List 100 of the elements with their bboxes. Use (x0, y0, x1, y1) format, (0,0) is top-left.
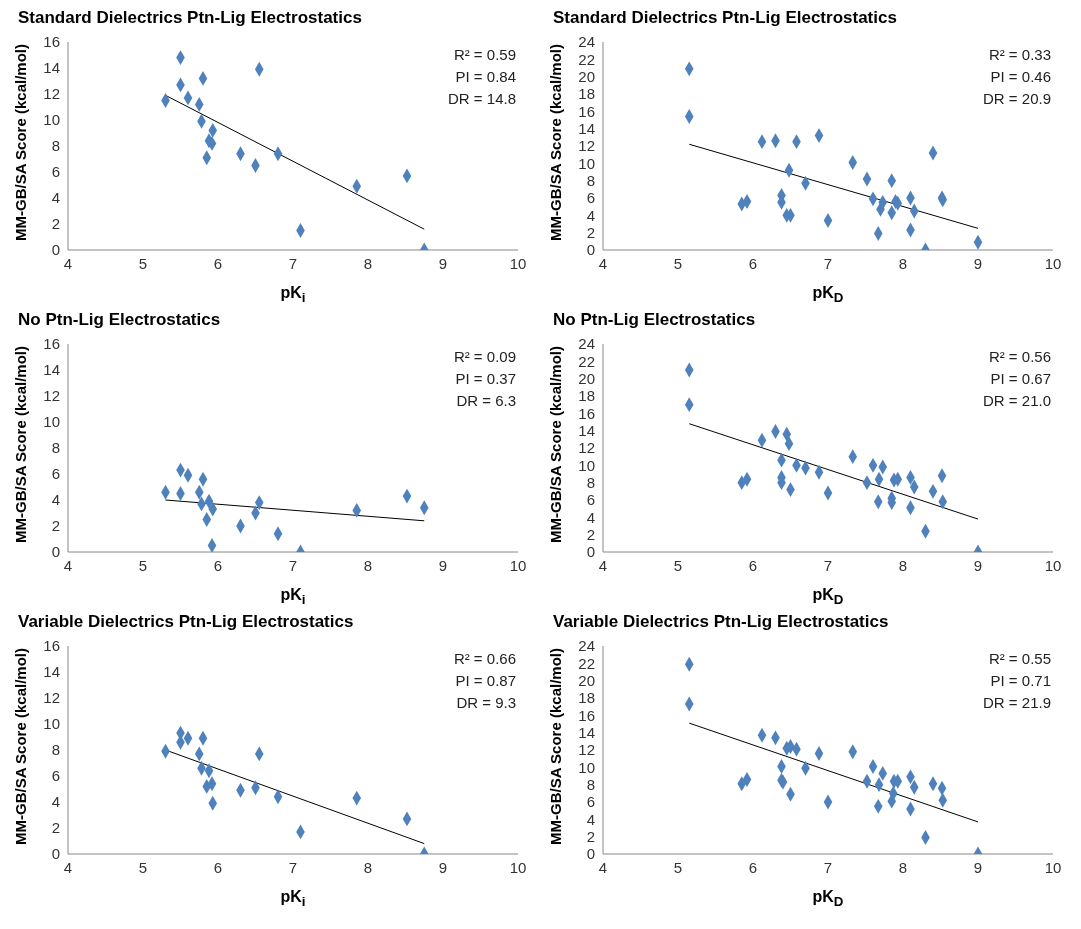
annotation: DR = 20.9 (983, 89, 1051, 109)
x-tick-label: 8 (898, 556, 908, 574)
annotation: R² = 0.66 (453, 649, 516, 669)
y-tick-label: 6 (586, 189, 595, 207)
y-tick-label: 12 (578, 137, 595, 155)
y-tick-label: 4 (586, 206, 595, 224)
x-axis-title: pK$_{D}$ (811, 888, 845, 912)
x-tick-label: 10 (509, 858, 527, 876)
chart-title: No Ptn-Lig Electrostatics (552, 310, 757, 331)
annotation: DR = 14.8 (448, 89, 516, 109)
y-tick-label: 6 (586, 491, 595, 509)
y-tick-label: 8 (586, 473, 595, 491)
annotation: DR = 9.3 (455, 693, 516, 713)
x-tick-label: 9 (438, 858, 448, 876)
y-tick-label: 0 (586, 241, 595, 259)
x-tick-label: 7 (823, 556, 833, 574)
y-tick-label: 24 (578, 637, 595, 655)
y-axis-title: MM-GB/SA Score (kcal/mol) (12, 346, 30, 543)
x-tick-label: 9 (973, 858, 983, 876)
y-tick-label: 4 (51, 189, 60, 207)
annotation: R² = 0.59 (452, 45, 516, 65)
y-tick-label: 8 (586, 775, 595, 793)
x-tick-label: 8 (898, 858, 908, 876)
x-tick-label: 4 (598, 254, 608, 272)
y-tick-label: 2 (586, 525, 595, 543)
y-tick-label: 24 (578, 33, 595, 51)
y-tick-label: 12 (43, 85, 60, 103)
x-tick-label: 7 (288, 254, 298, 272)
x-tick-label: 6 (213, 254, 223, 272)
y-axis-title: MM-GB/SA Score (kcal/mol) (547, 346, 565, 543)
y-tick-label: 18 (578, 387, 595, 405)
y-tick-label: 4 (51, 491, 60, 509)
annotation: R² = 0.56 (987, 347, 1051, 367)
annotation: DR = 21.0 (983, 391, 1051, 411)
y-axis-title: MM-GB/SA Score (kcal/mol) (12, 648, 30, 845)
y-tick-label: 20 (578, 369, 595, 387)
y-tick-label: 8 (51, 137, 60, 155)
y-tick-label: 20 (578, 671, 595, 689)
x-tick-label: 6 (748, 858, 758, 876)
x-tick-label: 7 (288, 858, 298, 876)
x-tick-label: 7 (823, 858, 833, 876)
y-tick-label: 22 (578, 50, 595, 68)
annotation: PI = 0.71 (989, 671, 1051, 691)
x-tick-label: 6 (748, 556, 758, 574)
y-tick-label: 14 (43, 59, 60, 77)
y-tick-label: 2 (586, 827, 595, 845)
chart-title: Standard Dielectrics Ptn-Lig Electrostatics (17, 8, 363, 29)
x-tick-label: 6 (213, 858, 223, 876)
x-tick-label: 5 (673, 556, 683, 574)
x-tick-label: 10 (1044, 858, 1062, 876)
y-tick-label: 8 (586, 171, 595, 189)
annotation: R² = 0.09 (453, 347, 516, 367)
annotation: PI = 0.46 (989, 67, 1051, 87)
y-tick-label: 8 (51, 439, 60, 457)
x-tick-label: 9 (973, 556, 983, 574)
y-axis-title: MM-GB/SA Score (kcal/mol) (12, 44, 30, 241)
x-tick-label: 9 (973, 254, 983, 272)
y-tick-label: 24 (578, 335, 595, 353)
annotation: R² = 0.55 (987, 649, 1051, 669)
x-tick-label: 5 (138, 858, 148, 876)
y-tick-label: 16 (43, 33, 60, 51)
y-tick-label: 14 (43, 361, 60, 379)
y-tick-label: 10 (578, 456, 595, 474)
x-tick-label: 10 (509, 254, 527, 272)
annotation: DR = 6.3 (455, 391, 516, 411)
y-tick-label: 22 (578, 654, 595, 672)
x-tick-label: 10 (1044, 556, 1062, 574)
x-tick-label: 4 (598, 858, 608, 876)
chart-title: Variable Dielectrics Ptn-Lig Electrostatics (552, 612, 890, 633)
annotation: PI = 0.67 (989, 369, 1051, 389)
y-tick-label: 8 (51, 741, 60, 759)
y-tick-label: 12 (43, 387, 60, 405)
x-tick-label: 5 (138, 556, 148, 574)
x-tick-label: 9 (438, 556, 448, 574)
x-tick-label: 5 (673, 858, 683, 876)
y-tick-label: 4 (586, 810, 595, 828)
x-axis-title: pK$_{D}$ (811, 586, 845, 610)
y-tick-label: 0 (51, 543, 60, 561)
y-axis-title: MM-GB/SA Score (kcal/mol) (547, 648, 565, 845)
y-tick-label: 0 (586, 543, 595, 561)
y-tick-label: 2 (51, 819, 60, 837)
annotation: PI = 0.37 (454, 369, 516, 389)
y-tick-label: 0 (51, 845, 60, 863)
y-tick-label: 10 (43, 111, 60, 129)
y-tick-label: 12 (578, 439, 595, 457)
x-tick-label: 4 (63, 254, 73, 272)
annotation: DR = 21.9 (983, 693, 1051, 713)
x-tick-label: 10 (509, 556, 527, 574)
y-tick-label: 10 (43, 413, 60, 431)
x-tick-label: 5 (673, 254, 683, 272)
x-tick-label: 6 (748, 254, 758, 272)
x-tick-label: 4 (63, 556, 73, 574)
y-tick-label: 6 (51, 767, 60, 785)
y-tick-label: 14 (578, 119, 595, 137)
chart-title: Variable Dielectrics Ptn-Lig Electrostatics (17, 612, 355, 633)
y-tick-label: 22 (578, 352, 595, 370)
x-axis-title: pK$_{i}$ (279, 586, 307, 610)
y-tick-label: 16 (578, 706, 595, 724)
y-tick-label: 20 (578, 67, 595, 85)
y-tick-label: 4 (51, 793, 60, 811)
